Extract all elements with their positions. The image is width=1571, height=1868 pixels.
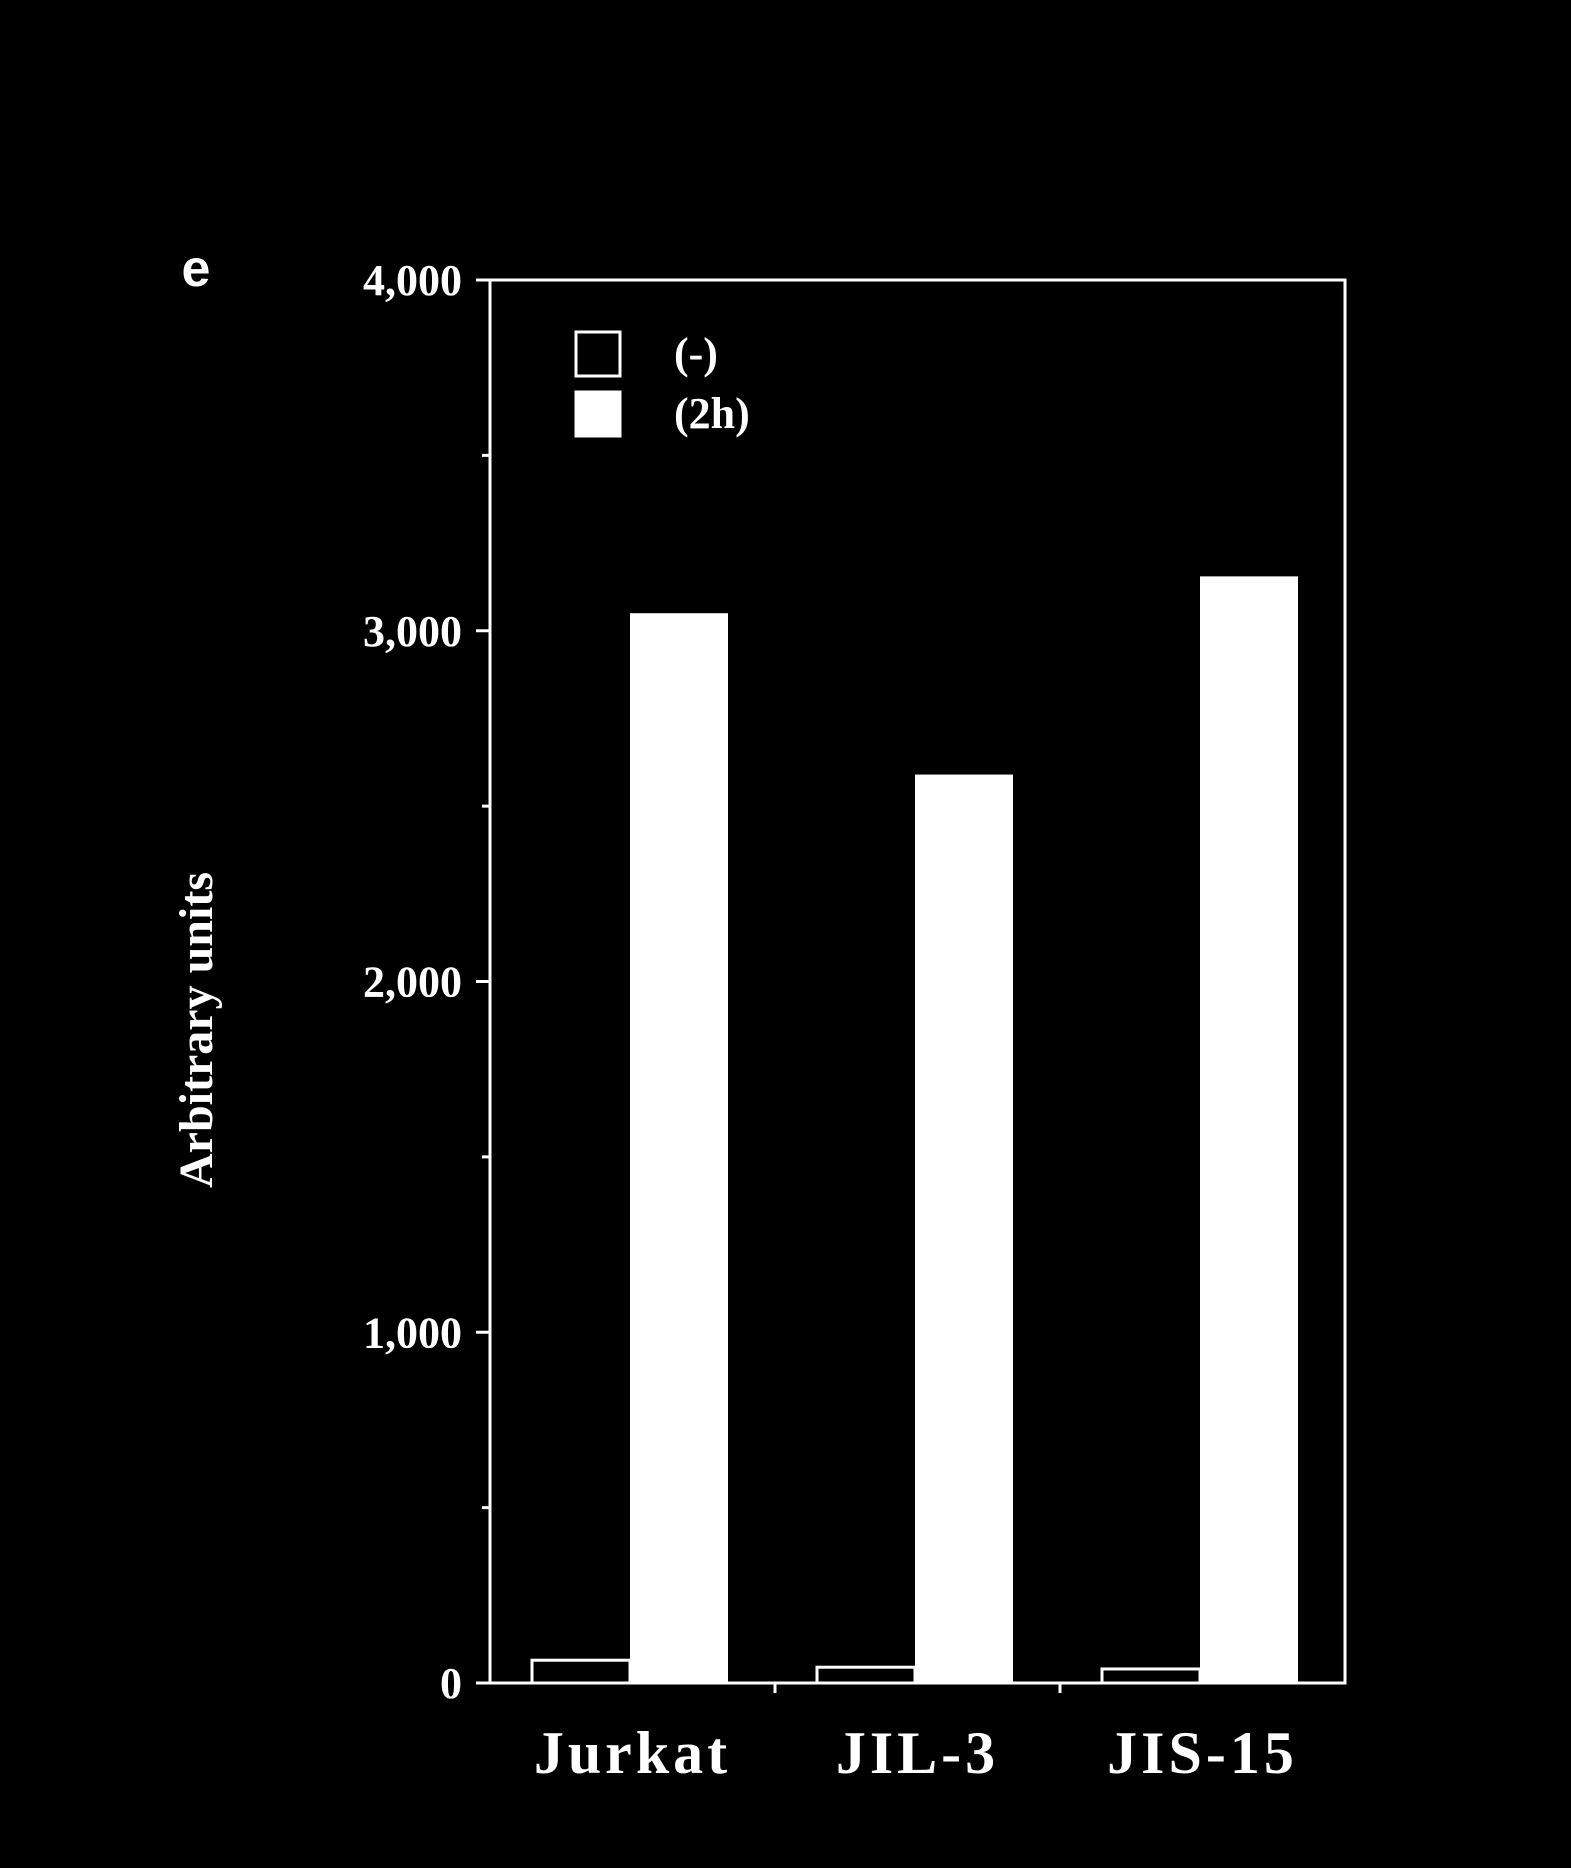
bar-control: [815, 1665, 917, 1685]
legend-label: (-): [674, 329, 718, 378]
bar-control: [1100, 1667, 1202, 1685]
bar-treated: [915, 774, 1013, 1683]
x-category-label: JIS-15: [1107, 1720, 1298, 1786]
y-tick-label: 0: [440, 1659, 462, 1708]
panel-label: e: [182, 240, 211, 298]
bar-treated: [1200, 576, 1298, 1683]
y-axis-title: Arbitrary units: [170, 872, 223, 1188]
y-tick-label: 2,000: [363, 958, 462, 1007]
legend-label: (2h): [674, 389, 750, 438]
x-category-label: Jurkat: [534, 1720, 731, 1786]
y-tick-label: 1,000: [363, 1308, 462, 1357]
legend-swatch: [574, 330, 622, 378]
plot-area: 0 1,000 2,000 3,000 4,000 Jurkat JIL-3 JIS-15 (-…: [363, 256, 1347, 1786]
bar-treated: [630, 613, 728, 1683]
bar-control: [530, 1658, 632, 1685]
x-category-label: JIL-3: [836, 1720, 999, 1786]
legend-swatch: [574, 390, 622, 438]
y-tick-label: 3,000: [363, 607, 462, 656]
y-tick-label: 4,000: [363, 256, 462, 305]
